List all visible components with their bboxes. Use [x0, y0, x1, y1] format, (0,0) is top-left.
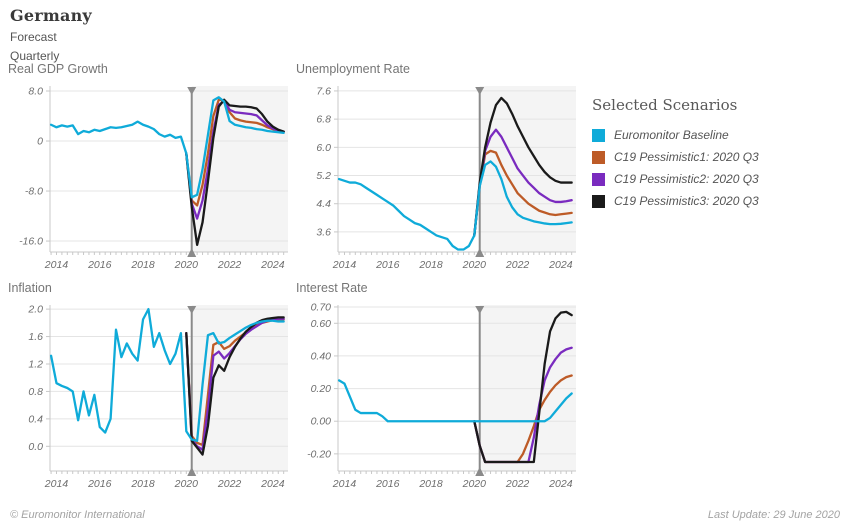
svg-text:-8.0: -8.0 — [25, 186, 43, 198]
chart-title-interest: Interest Rate — [296, 281, 368, 295]
report-footer: © Euromonitor International Last Update:… — [10, 509, 840, 521]
svg-text:2016: 2016 — [375, 478, 400, 490]
svg-text:7.6: 7.6 — [316, 85, 331, 97]
svg-text:2020: 2020 — [174, 478, 199, 490]
svg-text:2022: 2022 — [505, 478, 530, 490]
svg-text:6.8: 6.8 — [316, 114, 331, 126]
svg-text:2016: 2016 — [375, 259, 400, 271]
footer-copyright: © Euromonitor International — [10, 509, 145, 521]
svg-text:0: 0 — [37, 136, 43, 148]
svg-text:2020: 2020 — [462, 259, 487, 271]
svg-text:2014: 2014 — [332, 478, 357, 490]
chart-title-gdp: Real GDP Growth — [8, 62, 108, 76]
svg-text:2024: 2024 — [548, 478, 573, 490]
svg-text:2018: 2018 — [418, 259, 443, 271]
legend-title: Selected Scenarios — [592, 96, 738, 114]
svg-text:3.6: 3.6 — [316, 226, 331, 238]
svg-text:6.0: 6.0 — [316, 142, 331, 154]
baseline-swatch-icon — [592, 128, 605, 142]
footer-last-update: Last Update: 29 June 2020 — [707, 509, 840, 521]
page-title: Germany — [10, 6, 92, 25]
legend-item-pessimistic1[interactable]: C19 Pessimistic1: 2020 Q3 — [592, 146, 844, 168]
legend-label-baseline: Euromonitor Baseline — [614, 128, 729, 142]
legend-item-pessimistic2[interactable]: C19 Pessimistic2: 2020 Q3 — [592, 168, 844, 190]
chart-title-inflation: Inflation — [8, 281, 52, 295]
svg-text:1.6: 1.6 — [28, 331, 43, 343]
svg-text:0.8: 0.8 — [28, 386, 43, 398]
svg-text:-16.0: -16.0 — [19, 236, 43, 248]
inflation-chart: Inflation 2.0 1.6 1.2 0.8 0.4 0.0 2014 2016 2018… — [6, 281, 292, 495]
svg-text:2018: 2018 — [130, 478, 155, 490]
svg-text:2014: 2014 — [44, 478, 69, 490]
inflation-plot: 2.0 1.6 1.2 0.8 0.4 0.0 2014 2016 2018 2020 2022 20… — [27, 304, 288, 490]
svg-text:2016: 2016 — [87, 259, 112, 271]
gdp-growth-chart: Real GDP Growth 8.0 0 -8.0 -16.0 2014 2016 201… — [6, 62, 292, 276]
pessimistic2-swatch-icon — [592, 172, 605, 186]
svg-text:2014: 2014 — [44, 259, 69, 271]
chart-title-unemployment: Unemployment Rate — [296, 62, 410, 76]
svg-text:0.0: 0.0 — [28, 441, 43, 453]
svg-text:2016: 2016 — [87, 478, 112, 490]
unemployment-chart: Unemployment Rate 7.6 6.8 6.0 5.2 4.4 3.6 2014… — [294, 62, 580, 276]
svg-text:2018: 2018 — [418, 478, 443, 490]
svg-text:5.2: 5.2 — [316, 170, 331, 182]
legend-label-pessimistic3: C19 Pessimistic3: 2020 Q3 — [614, 194, 759, 208]
svg-text:2024: 2024 — [548, 259, 573, 271]
svg-text:0.20: 0.20 — [311, 383, 332, 395]
pessimistic3-swatch-icon — [592, 194, 605, 208]
svg-text:2020: 2020 — [174, 259, 199, 271]
svg-text:4.4: 4.4 — [316, 198, 331, 210]
svg-text:2024: 2024 — [260, 259, 285, 271]
scenario-legend: Selected Scenarios Euromonitor Baseline … — [592, 96, 844, 212]
forecast-label: Forecast — [10, 30, 57, 44]
frequency-label: Quarterly — [10, 49, 60, 63]
svg-text:0.4: 0.4 — [28, 413, 43, 425]
legend-label-pessimistic2: C19 Pessimistic2: 2020 Q3 — [614, 172, 759, 186]
interest-rate-chart: Interest Rate 0.70 0.60 0.40 0.20 0.00 -0.20 2… — [294, 281, 580, 495]
svg-text:2018: 2018 — [130, 259, 155, 271]
svg-text:2022: 2022 — [217, 478, 242, 490]
svg-text:0.00: 0.00 — [311, 416, 332, 428]
svg-text:0.70: 0.70 — [311, 301, 332, 313]
svg-text:2.0: 2.0 — [27, 304, 43, 316]
legend-item-baseline[interactable]: Euromonitor Baseline — [592, 124, 844, 146]
svg-text:-0.20: -0.20 — [307, 448, 331, 460]
legend-item-pessimistic3[interactable]: C19 Pessimistic3: 2020 Q3 — [592, 190, 844, 212]
report-header: Germany Forecast Quarterly — [10, 6, 92, 63]
svg-text:0.60: 0.60 — [311, 318, 332, 330]
pessimistic1-swatch-icon — [592, 150, 605, 164]
legend-label-pessimistic1: C19 Pessimistic1: 2020 Q3 — [614, 150, 759, 164]
svg-text:0.40: 0.40 — [311, 350, 332, 362]
svg-text:8.0: 8.0 — [28, 86, 43, 98]
svg-text:2014: 2014 — [332, 259, 357, 271]
unemployment-plot: 7.6 6.8 6.0 5.2 4.4 3.6 2014 2016 2018 2020 2022 20… — [316, 85, 576, 271]
svg-text:2024: 2024 — [260, 478, 285, 490]
svg-text:2022: 2022 — [505, 259, 530, 271]
svg-text:2022: 2022 — [217, 259, 242, 271]
interest-rate-plot: 0.70 0.60 0.40 0.20 0.00 -0.20 2014 2016 2018 202… — [307, 301, 576, 490]
svg-text:1.2: 1.2 — [28, 358, 43, 370]
svg-text:2020: 2020 — [462, 478, 487, 490]
